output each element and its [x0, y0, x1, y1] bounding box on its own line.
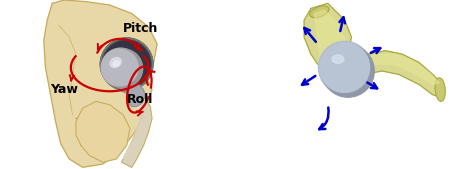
Text: Pitch: Pitch: [122, 22, 158, 35]
Polygon shape: [358, 54, 439, 84]
Ellipse shape: [310, 6, 329, 18]
Circle shape: [103, 41, 150, 88]
Polygon shape: [351, 51, 443, 98]
Circle shape: [101, 48, 140, 87]
Ellipse shape: [110, 57, 121, 68]
Circle shape: [320, 43, 370, 92]
Polygon shape: [123, 95, 142, 159]
Ellipse shape: [332, 55, 344, 63]
Polygon shape: [121, 95, 152, 167]
Polygon shape: [76, 108, 127, 157]
Circle shape: [319, 41, 371, 94]
Polygon shape: [76, 101, 130, 162]
Circle shape: [101, 49, 138, 86]
Polygon shape: [127, 81, 145, 106]
Ellipse shape: [100, 38, 153, 90]
Ellipse shape: [104, 49, 143, 88]
Polygon shape: [314, 10, 345, 64]
Text: Roll: Roll: [127, 93, 153, 106]
Circle shape: [322, 45, 374, 97]
Text: Yaw: Yaw: [50, 83, 78, 96]
Ellipse shape: [435, 78, 446, 101]
Polygon shape: [44, 0, 157, 167]
Ellipse shape: [320, 44, 362, 91]
Polygon shape: [120, 74, 135, 93]
Circle shape: [100, 38, 153, 90]
Polygon shape: [304, 3, 351, 68]
Ellipse shape: [113, 61, 119, 66]
